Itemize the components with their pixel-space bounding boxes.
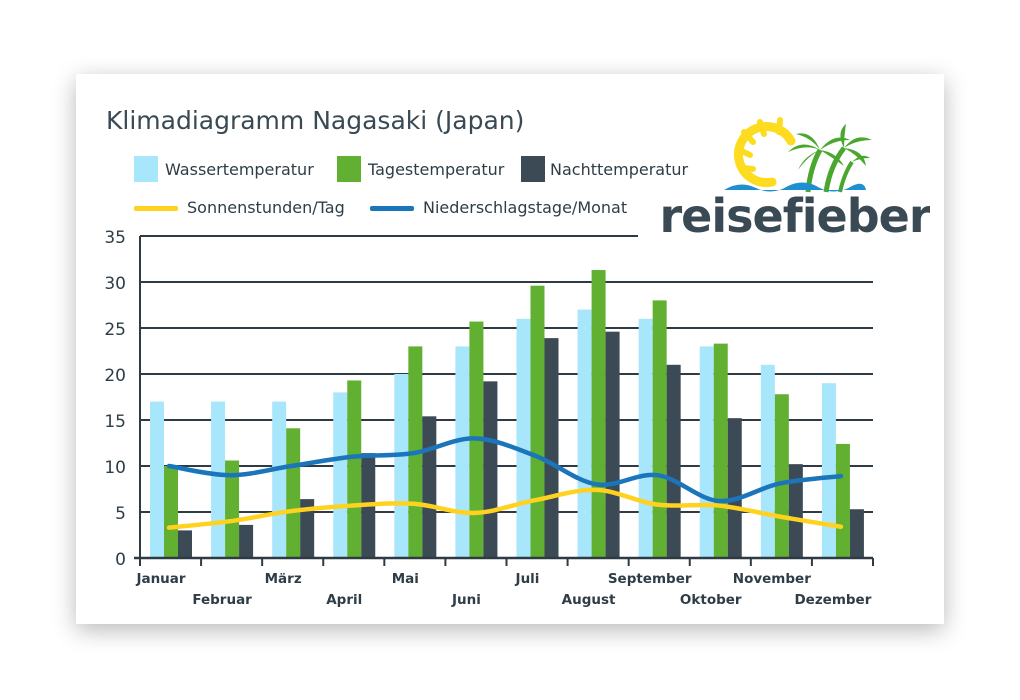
legend-swatch-wassertemperatur [134,156,158,182]
bar-tagestemperatur [591,270,606,558]
bar-tagestemperatur [835,443,850,558]
bar-nachttemperatur [544,338,559,558]
line-sonnenstunden-tag [166,487,844,530]
line-layer [166,436,844,530]
y-tick-label: 25 [104,320,126,340]
y-tick-label: 10 [104,458,126,478]
x-tick-label: Dezember [794,592,871,608]
bar-wassertemperatur [760,364,775,558]
bar-nachttemperatur [788,464,803,558]
axis-layer: 0 5 10 15 20 25 30 35 Januar Februar März April Mai J… [104,228,874,608]
bar-nachttemperatur [483,381,498,558]
y-tick-label: 30 [104,274,126,294]
y-tick-label: 35 [104,228,126,248]
bar-wassertemperatur [394,374,409,558]
legend-swatch-sonnenstunden [134,206,178,211]
bar-nachttemperatur [422,416,437,558]
x-tick-label: Juli [515,571,540,587]
logo-text: reisefieber [660,189,930,243]
legend-swatch-niederschlagstage [370,206,414,211]
bar-wassertemperatur [211,401,226,558]
x-tick-label: Juni [451,592,481,608]
bar-wassertemperatur [821,383,836,558]
bar-wassertemperatur [577,309,592,558]
x-tick-label: März [265,571,302,587]
x-tick-label: April [326,592,362,608]
legend-label-nachttemperatur: Nachttemperatur [550,160,689,179]
bar-wassertemperatur [150,401,164,558]
bar-wassertemperatur [516,318,531,558]
legend-swatch-nachttemperatur [521,156,545,182]
bar-nachttemperatur [849,509,864,558]
bar-tagestemperatur [164,466,178,558]
x-tick-label: Mai [392,571,419,587]
bar-wassertemperatur [333,392,348,558]
y-tick-label: 0 [115,550,126,570]
bar-nachttemperatur [178,530,192,558]
legend-label-niederschlagstage: Niederschlagstage/Monat [423,198,628,217]
bar-tagestemperatur [774,394,789,558]
line-niederschlagstage-monat [166,436,844,504]
bar-tagestemperatur [530,285,545,558]
y-tick-label: 5 [115,504,126,524]
bar-tagestemperatur [286,428,301,558]
x-tick-label: November [733,571,811,587]
bar-tagestemperatur [347,380,362,558]
bar-tagestemperatur [713,343,728,558]
bar-nachttemperatur [727,418,742,558]
bar-nachttemperatur [239,524,254,558]
grid-layer [140,235,873,513]
bar-wassertemperatur [638,318,653,558]
reisefieber-logo: reisefieber [660,117,930,243]
legend-label-sonnenstunden: Sonnenstunden/Tag [187,198,345,217]
waves-icon [724,182,866,192]
legend-label-wassertemperatur: Wassertemperatur [165,160,314,179]
x-tick-label: Februar [192,592,252,608]
legend-label-tagestemperatur: Tagestemperatur [368,160,505,179]
sun-icon [734,117,796,188]
x-tick-label: August [562,592,616,608]
bar-tagestemperatur [652,300,667,558]
bar-wassertemperatur [272,401,287,558]
bar-wassertemperatur [455,346,470,558]
x-tick-label: September [608,571,692,587]
legend-swatch-tagestemperatur [337,156,361,182]
bar-wassertemperatur [699,346,714,558]
bar-nachttemperatur [300,499,315,558]
y-tick-label: 20 [104,366,126,386]
bar-tagestemperatur [225,460,240,558]
x-tick-label: Oktober [680,592,742,608]
chart-title: Klimadiagramm Nagasaki (Japan) [106,106,525,135]
x-tick-label: Januar [135,571,185,587]
y-tick-label: 15 [104,412,126,432]
bar-nachttemperatur [605,331,620,558]
bar-nachttemperatur [666,364,681,558]
